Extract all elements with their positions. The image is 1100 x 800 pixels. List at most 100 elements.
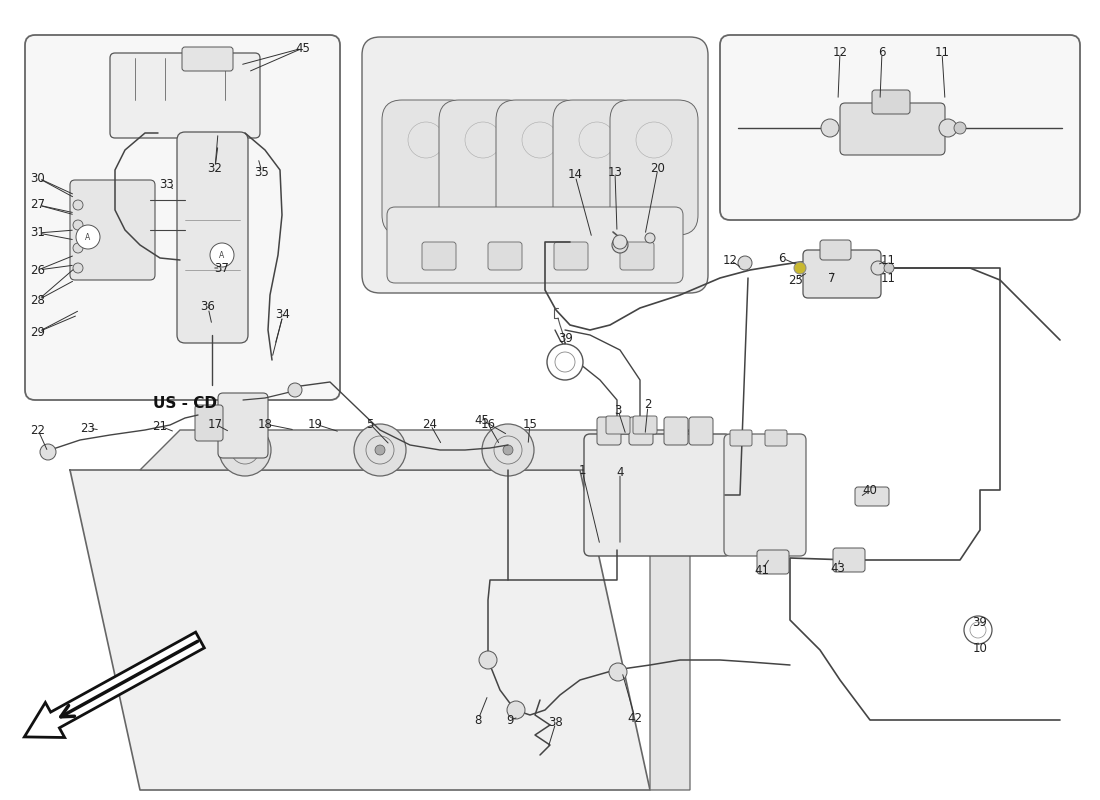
FancyBboxPatch shape bbox=[720, 35, 1080, 220]
Circle shape bbox=[884, 263, 894, 273]
Text: 45: 45 bbox=[474, 414, 490, 426]
Circle shape bbox=[73, 200, 82, 210]
FancyBboxPatch shape bbox=[362, 37, 708, 293]
Polygon shape bbox=[70, 470, 650, 790]
FancyBboxPatch shape bbox=[218, 393, 268, 458]
FancyBboxPatch shape bbox=[439, 100, 527, 235]
Circle shape bbox=[612, 237, 628, 253]
FancyBboxPatch shape bbox=[195, 405, 223, 441]
Text: 8: 8 bbox=[474, 714, 482, 726]
Text: 11: 11 bbox=[880, 254, 895, 266]
Text: 35: 35 bbox=[254, 166, 270, 178]
FancyBboxPatch shape bbox=[387, 207, 683, 283]
FancyBboxPatch shape bbox=[632, 416, 657, 434]
Circle shape bbox=[354, 424, 406, 476]
Text: autospes: autospes bbox=[234, 443, 626, 517]
FancyBboxPatch shape bbox=[764, 430, 786, 446]
FancyBboxPatch shape bbox=[25, 35, 340, 400]
Circle shape bbox=[645, 233, 654, 243]
Circle shape bbox=[482, 424, 534, 476]
Circle shape bbox=[73, 243, 82, 253]
FancyBboxPatch shape bbox=[597, 417, 622, 445]
Text: US - CD: US - CD bbox=[153, 395, 217, 410]
Text: 24: 24 bbox=[422, 418, 438, 430]
Text: 4: 4 bbox=[616, 466, 624, 478]
Text: 11: 11 bbox=[880, 271, 895, 285]
Text: 41: 41 bbox=[755, 563, 770, 577]
Circle shape bbox=[73, 263, 82, 273]
Text: A: A bbox=[219, 250, 224, 259]
FancyBboxPatch shape bbox=[182, 47, 233, 71]
Text: 43: 43 bbox=[830, 562, 846, 574]
Text: 19: 19 bbox=[308, 418, 322, 430]
Text: 20: 20 bbox=[650, 162, 666, 174]
FancyBboxPatch shape bbox=[724, 434, 806, 556]
FancyBboxPatch shape bbox=[554, 242, 588, 270]
Circle shape bbox=[547, 344, 583, 380]
Text: 45: 45 bbox=[296, 42, 310, 54]
FancyBboxPatch shape bbox=[70, 180, 155, 280]
Circle shape bbox=[871, 261, 886, 275]
Circle shape bbox=[210, 243, 234, 267]
Circle shape bbox=[738, 256, 752, 270]
Text: 14: 14 bbox=[568, 169, 583, 182]
Circle shape bbox=[939, 119, 957, 137]
Circle shape bbox=[964, 616, 992, 644]
Text: 11: 11 bbox=[935, 46, 949, 58]
FancyBboxPatch shape bbox=[689, 417, 713, 445]
FancyBboxPatch shape bbox=[757, 550, 789, 574]
FancyBboxPatch shape bbox=[553, 100, 641, 235]
FancyBboxPatch shape bbox=[606, 416, 630, 434]
FancyBboxPatch shape bbox=[177, 132, 248, 343]
FancyBboxPatch shape bbox=[610, 100, 698, 235]
Text: 32: 32 bbox=[208, 162, 222, 174]
Text: 27: 27 bbox=[31, 198, 45, 211]
FancyBboxPatch shape bbox=[730, 430, 752, 446]
Text: 34: 34 bbox=[276, 309, 290, 322]
Circle shape bbox=[613, 235, 627, 249]
Text: 12: 12 bbox=[723, 254, 737, 266]
Circle shape bbox=[40, 444, 56, 460]
Circle shape bbox=[821, 119, 839, 137]
FancyBboxPatch shape bbox=[833, 548, 865, 572]
Text: 37: 37 bbox=[214, 262, 230, 274]
Text: 33: 33 bbox=[160, 178, 175, 191]
Text: 22: 22 bbox=[31, 423, 45, 437]
Text: a passion since 1985: a passion since 1985 bbox=[254, 523, 606, 557]
Text: 23: 23 bbox=[80, 422, 96, 434]
FancyBboxPatch shape bbox=[584, 434, 732, 556]
FancyBboxPatch shape bbox=[496, 100, 584, 235]
Circle shape bbox=[375, 445, 385, 455]
Text: 5: 5 bbox=[366, 418, 374, 430]
FancyBboxPatch shape bbox=[488, 242, 522, 270]
Text: 16: 16 bbox=[481, 418, 495, 430]
Text: 10: 10 bbox=[972, 642, 988, 654]
FancyBboxPatch shape bbox=[110, 53, 260, 138]
Text: 18: 18 bbox=[257, 418, 273, 430]
Text: 21: 21 bbox=[153, 419, 167, 433]
Text: 39: 39 bbox=[972, 615, 988, 629]
Text: 12: 12 bbox=[833, 46, 847, 58]
Text: 6: 6 bbox=[878, 46, 886, 58]
Text: 40: 40 bbox=[862, 483, 878, 497]
Text: 1: 1 bbox=[579, 463, 585, 477]
FancyBboxPatch shape bbox=[620, 242, 654, 270]
Circle shape bbox=[219, 424, 271, 476]
Text: 26: 26 bbox=[31, 263, 45, 277]
Text: 17: 17 bbox=[208, 418, 222, 430]
Text: 7: 7 bbox=[828, 271, 836, 285]
FancyBboxPatch shape bbox=[855, 487, 889, 506]
FancyBboxPatch shape bbox=[629, 417, 653, 445]
FancyBboxPatch shape bbox=[382, 100, 470, 235]
FancyBboxPatch shape bbox=[820, 240, 851, 260]
Circle shape bbox=[288, 383, 302, 397]
FancyBboxPatch shape bbox=[422, 242, 456, 270]
FancyBboxPatch shape bbox=[803, 250, 881, 298]
Text: 25: 25 bbox=[789, 274, 803, 286]
Text: 6: 6 bbox=[779, 251, 785, 265]
Text: 29: 29 bbox=[31, 326, 45, 338]
Text: A: A bbox=[86, 233, 90, 242]
Text: 3: 3 bbox=[614, 403, 622, 417]
Polygon shape bbox=[140, 430, 690, 470]
Circle shape bbox=[794, 262, 806, 274]
